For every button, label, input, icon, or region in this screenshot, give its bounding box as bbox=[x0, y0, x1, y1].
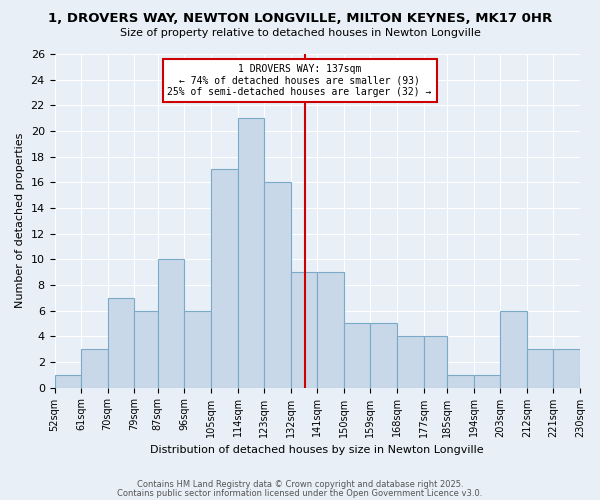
Text: 1, DROVERS WAY, NEWTON LONGVILLE, MILTON KEYNES, MK17 0HR: 1, DROVERS WAY, NEWTON LONGVILLE, MILTON… bbox=[48, 12, 552, 26]
Bar bbox=[424, 336, 447, 388]
Bar bbox=[370, 324, 397, 388]
Text: 1 DROVERS WAY: 137sqm
← 74% of detached houses are smaller (93)
25% of semi-deta: 1 DROVERS WAY: 137sqm ← 74% of detached … bbox=[167, 64, 432, 98]
Bar bbox=[158, 260, 184, 388]
Bar bbox=[527, 349, 553, 388]
Bar bbox=[184, 310, 211, 388]
Text: Size of property relative to detached houses in Newton Longville: Size of property relative to detached ho… bbox=[119, 28, 481, 38]
X-axis label: Distribution of detached houses by size in Newton Longville: Distribution of detached houses by size … bbox=[151, 445, 484, 455]
Bar bbox=[447, 374, 474, 388]
Bar bbox=[81, 349, 107, 388]
Bar bbox=[580, 374, 600, 388]
Bar bbox=[55, 374, 81, 388]
Y-axis label: Number of detached properties: Number of detached properties bbox=[15, 133, 25, 308]
Bar bbox=[397, 336, 424, 388]
Bar bbox=[264, 182, 290, 388]
Bar bbox=[211, 170, 238, 388]
Bar bbox=[290, 272, 317, 388]
Bar bbox=[553, 349, 580, 388]
Text: Contains public sector information licensed under the Open Government Licence v3: Contains public sector information licen… bbox=[118, 488, 482, 498]
Bar bbox=[317, 272, 344, 388]
Bar bbox=[107, 298, 134, 388]
Bar bbox=[238, 118, 264, 388]
Bar bbox=[500, 310, 527, 388]
Text: Contains HM Land Registry data © Crown copyright and database right 2025.: Contains HM Land Registry data © Crown c… bbox=[137, 480, 463, 489]
Bar bbox=[344, 324, 370, 388]
Bar bbox=[134, 310, 158, 388]
Bar bbox=[474, 374, 500, 388]
